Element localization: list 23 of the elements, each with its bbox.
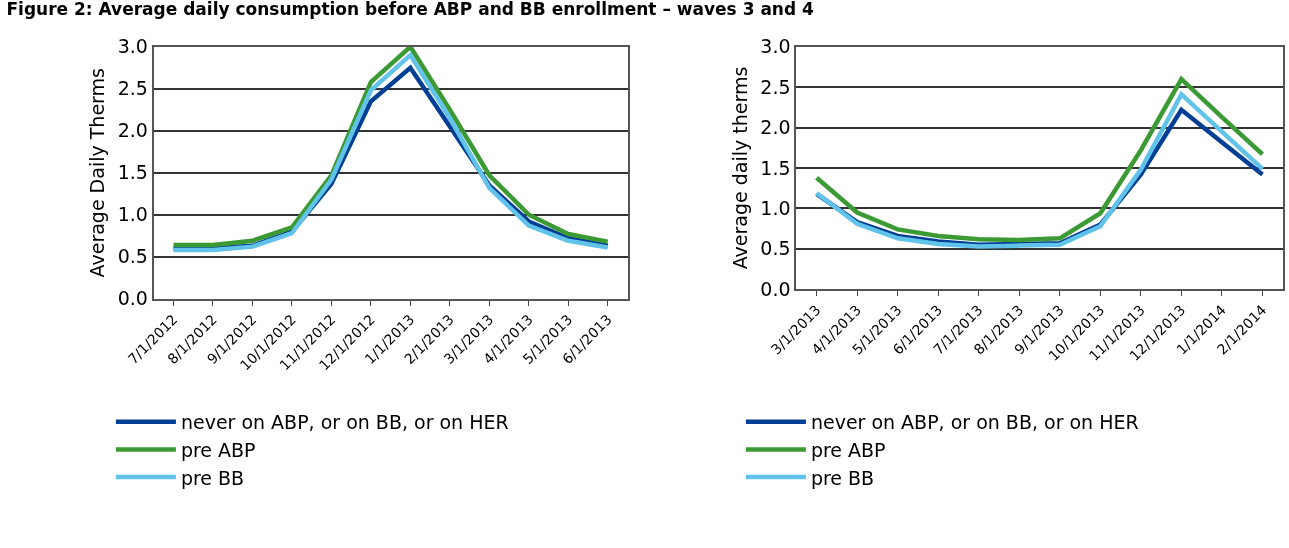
y-tick-label: 1.0 [760, 197, 791, 220]
y-tick-label: 0.0 [760, 277, 791, 300]
legend-label: pre ABP [180, 438, 256, 461]
legend-label: never on ABP, or on BB, or on HER [180, 411, 509, 434]
chart-title: Figure 2: Average daily consumption before ABP and BB enrollment – waves 3 and 4 [6, 0, 815, 19]
y-axis-title: Average Daily Therms [86, 68, 109, 278]
y-tick-label: 2.0 [760, 116, 791, 139]
legend-label: pre BB [180, 466, 245, 489]
y-tick-label: 2.5 [760, 75, 791, 98]
legend-label: pre BB [810, 466, 875, 489]
y-tick-label: 3.0 [117, 35, 148, 58]
legend-label: never on ABP, or on BB, or on HER [810, 411, 1139, 434]
legend-label: pre ABP [810, 438, 886, 461]
y-tick-label: 1.5 [117, 161, 148, 184]
y-axis-title: Average daily therms [728, 66, 751, 270]
y-tick-label: 0.5 [760, 237, 791, 260]
y-tick-label: 1.5 [760, 156, 791, 179]
y-tick-label: 0.0 [117, 287, 148, 310]
y-tick-label: 2.0 [117, 119, 148, 142]
y-tick-label: 0.5 [117, 245, 148, 268]
y-tick-label: 2.5 [117, 77, 148, 100]
y-tick-label: 1.0 [117, 203, 148, 226]
y-tick-label: 3.0 [760, 35, 791, 58]
